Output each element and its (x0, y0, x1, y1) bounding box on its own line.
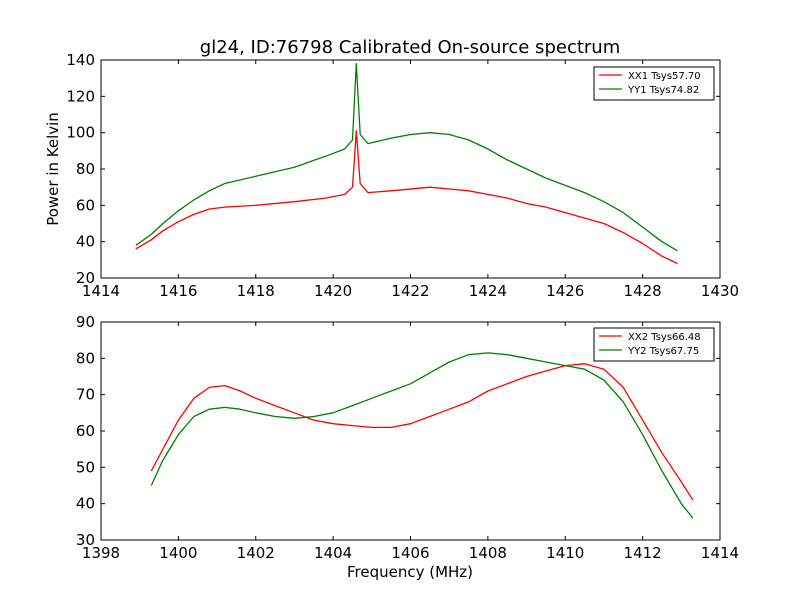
x-axis-label: Frequency (MHz) (347, 563, 473, 581)
y-tick-label: 120 (66, 87, 95, 105)
top-panel: 1414 1416 1418 1420 1422 1424 1426 1428 1430 20 40… (66, 51, 739, 300)
legend-label: YY1 Tsys74.82 (627, 85, 699, 96)
legend-label: YY2 Tsys67.75 (627, 346, 699, 357)
legend-box (593, 66, 715, 101)
x-tick-label: 1402 (237, 544, 275, 562)
x-tick-label: 1420 (314, 282, 352, 300)
legend: XX1 Tsys57.70 YY1 Tsys74.82 (593, 66, 715, 101)
y-tick-label: 20 (76, 269, 95, 287)
y-tick-label: 80 (76, 160, 95, 178)
series-line-2 (135, 62, 678, 252)
y-tick-label: 100 (66, 124, 95, 142)
chart-title: gl24, ID:76798 Calibrated On-source spec… (200, 37, 620, 58)
x-tick-label: 1400 (159, 544, 197, 562)
series-line-2 (150, 352, 694, 519)
x-tick-label: 1418 (237, 282, 275, 300)
legend-label: XX2 Tsys66.48 (628, 332, 701, 343)
x-tick-label: 1424 (469, 282, 507, 300)
y-tick-label: 40 (76, 495, 95, 513)
x-tick-label: 1406 (391, 544, 429, 562)
x-tick-label: 1412 (624, 544, 662, 562)
x-tick-label: 1416 (159, 282, 197, 300)
x-tick-label: 1398 (82, 544, 120, 562)
y-tick-label: 50 (76, 458, 95, 476)
bottom-panel: 1398 1400 1402 1404 1406 1408 1410 1412 1414 30 40… (76, 313, 739, 562)
x-tick-label: 1410 (546, 544, 584, 562)
y-tick-label: 140 (66, 51, 95, 69)
legend: XX2 Tsys66.48 YY2 Tsys67.75 (593, 327, 715, 362)
legend-box (593, 327, 715, 362)
y-tick-label: 40 (76, 233, 95, 251)
y-tick-label: 30 (76, 531, 95, 549)
y-tick-label: 60 (76, 422, 95, 440)
y-tick-label: 70 (76, 386, 95, 404)
x-tick-label: 1426 (546, 282, 584, 300)
series-line-1 (135, 130, 678, 265)
y-tick-label: 60 (76, 196, 95, 214)
x-tick-label: 1422 (391, 282, 429, 300)
series-line-1 (150, 363, 694, 501)
y-tick-label: 90 (76, 313, 95, 331)
x-tick-label: 1414 (701, 544, 739, 562)
x-tick-label: 1414 (82, 282, 120, 300)
legend-label: XX1 Tsys57.70 (628, 71, 701, 82)
x-tick-label: 1408 (469, 544, 507, 562)
x-tick-label: 1404 (314, 544, 352, 562)
x-tick-label: 1430 (701, 282, 739, 300)
y-tick-label: 80 (76, 349, 95, 367)
y-axis-label: Power in Kelvin (44, 112, 62, 226)
x-tick-label: 1428 (624, 282, 662, 300)
